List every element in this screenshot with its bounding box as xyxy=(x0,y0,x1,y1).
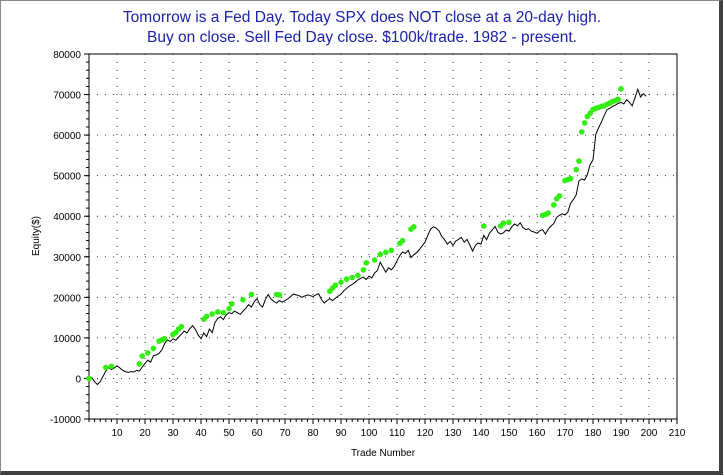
highlight-point xyxy=(220,309,227,316)
y-tick-label: 10000 xyxy=(53,334,81,345)
y-axis-title: Equity($) xyxy=(31,216,42,256)
y-tick-label: 0 xyxy=(75,374,81,385)
plot-area xyxy=(88,53,678,420)
highlight-point xyxy=(556,193,563,199)
highlight-point xyxy=(108,363,115,370)
y-tick-label: 60000 xyxy=(53,131,81,142)
highlight-point xyxy=(545,210,551,216)
series-layer xyxy=(88,87,647,386)
y-tick-label: 20000 xyxy=(53,293,81,304)
x-tick-label: 40 xyxy=(195,428,207,439)
highlight-point xyxy=(343,276,350,282)
highlight-point xyxy=(229,301,235,307)
y-tick-label: 40000 xyxy=(53,212,81,223)
axis-ticks: -10000 0 10000 20000 30000 40000 50000 60000 700… xyxy=(50,50,686,439)
y-tick-label: 70000 xyxy=(53,91,81,102)
x-tick-label: 90 xyxy=(335,428,347,439)
highlight-point xyxy=(500,220,507,226)
x-tick-label: 200 xyxy=(641,428,658,439)
x-tick-label: 130 xyxy=(445,428,462,439)
y-tick-label: -10000 xyxy=(50,415,82,426)
highlight-point xyxy=(209,311,215,317)
highlight-point xyxy=(399,237,406,244)
highlight-point xyxy=(506,219,512,226)
highlight-point xyxy=(240,297,246,303)
x-tick-label: 10 xyxy=(111,428,123,439)
x-tick-label: 30 xyxy=(167,428,179,439)
highlight-point xyxy=(411,224,417,230)
highlight-point xyxy=(203,313,210,320)
highlight-point xyxy=(371,257,378,263)
highlight-point xyxy=(338,279,344,286)
highlight-point xyxy=(178,323,185,330)
x-tick-label: 80 xyxy=(307,428,319,439)
highlight-point xyxy=(551,202,557,208)
highlight-point xyxy=(136,361,143,367)
grid xyxy=(89,54,677,419)
x-tick-label: 140 xyxy=(473,428,490,439)
x-tick-label: 60 xyxy=(251,428,263,439)
highlight-point xyxy=(573,166,579,173)
chart-title-line-1: Tomorrow is a Fed Day. Today SPX does NO… xyxy=(122,9,602,26)
highlight-point xyxy=(383,249,389,256)
highlight-point xyxy=(615,96,621,103)
highlight-point xyxy=(276,292,283,298)
x-tick-label: 20 xyxy=(139,428,151,439)
highlight-point xyxy=(581,120,588,126)
highlight-point xyxy=(388,247,395,254)
x-tick-label: 100 xyxy=(361,428,378,439)
highlight-point xyxy=(349,274,356,281)
highlight-point xyxy=(363,260,370,266)
y-tick-label: 30000 xyxy=(53,253,81,264)
y-tick-label: 80000 xyxy=(53,50,81,61)
highlight-point xyxy=(145,350,151,356)
highlight-point xyxy=(332,282,339,289)
x-tick-label: 170 xyxy=(557,428,574,439)
highlight-point xyxy=(248,291,255,298)
x-tick-label: 160 xyxy=(529,428,546,439)
x-tick-label: 180 xyxy=(585,428,602,439)
x-tick-label: 210 xyxy=(669,428,686,439)
highlight-point xyxy=(103,364,109,371)
x-tick-label: 70 xyxy=(279,428,291,439)
chart-title-line-2: Buy on close. Sell Fed Day close. $100k/… xyxy=(147,29,577,46)
x-tick-label: 120 xyxy=(417,428,434,439)
highlight-point xyxy=(150,345,157,352)
highlight-point xyxy=(86,375,92,382)
highlight-point xyxy=(579,129,585,135)
x-axis-title: Trade Number xyxy=(351,448,416,459)
x-tick-label: 110 xyxy=(389,428,405,439)
highlight-point xyxy=(139,353,145,359)
highlight-point xyxy=(215,309,221,315)
equity-line xyxy=(88,87,647,386)
highlight-points xyxy=(86,86,624,382)
highlight-point xyxy=(481,223,487,229)
x-tick-label: 50 xyxy=(223,428,235,439)
y-tick-label: 50000 xyxy=(53,172,81,183)
highlight-point xyxy=(226,305,232,312)
highlight-point xyxy=(377,251,384,258)
highlight-point xyxy=(161,335,168,342)
x-tick-label: 190 xyxy=(613,428,630,439)
highlight-point xyxy=(355,272,361,279)
x-tick-label: 150 xyxy=(501,428,518,439)
highlight-point xyxy=(618,86,624,92)
highlight-point xyxy=(360,267,367,273)
highlight-point xyxy=(576,158,582,164)
highlight-point xyxy=(567,175,574,182)
